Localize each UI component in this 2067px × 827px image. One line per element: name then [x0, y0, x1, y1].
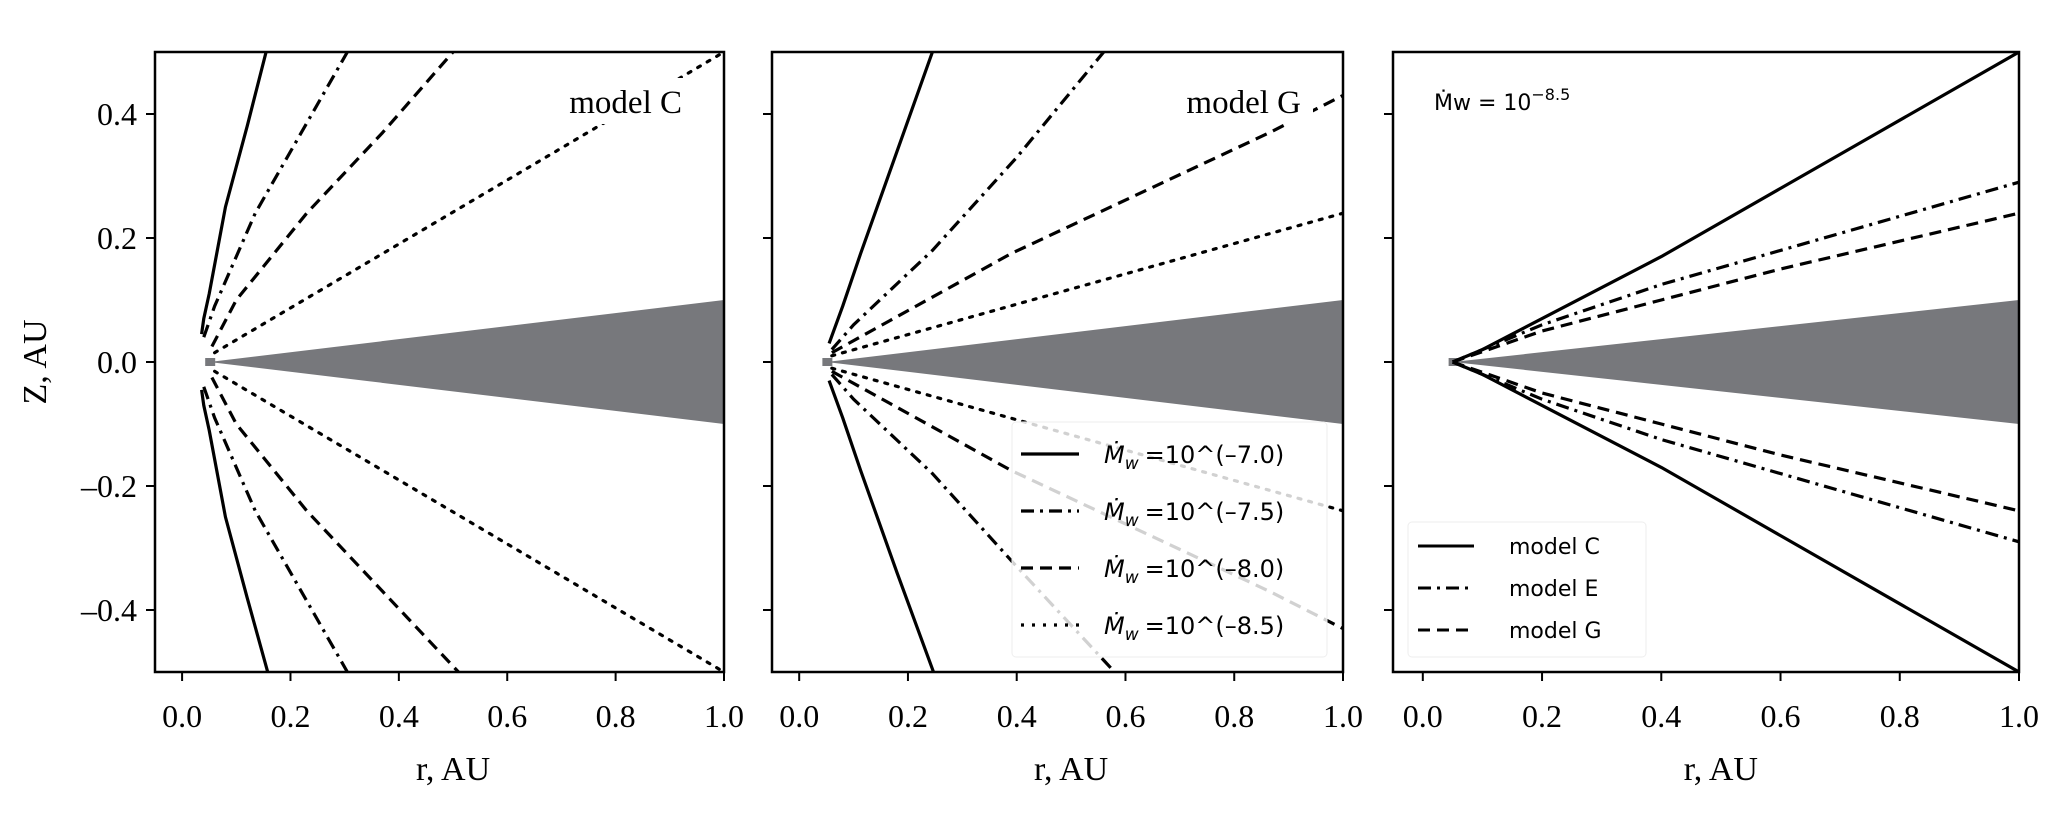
- disk-inner-edge: [205, 358, 216, 366]
- legend-label: =10^(–8.0): [1145, 555, 1285, 583]
- x-tick-label: 1.0: [1323, 698, 1363, 734]
- x-tick-label: 0.6: [487, 698, 527, 734]
- annotation-base: Ṁw = 10: [1434, 90, 1531, 116]
- legend-label: model G: [1509, 619, 1602, 644]
- legend-label: =10^(–7.0): [1145, 441, 1285, 469]
- series-3-upper-line: [831, 93, 1343, 355]
- legend-subscript: w: [1125, 454, 1139, 474]
- panel-label-background: [534, 78, 694, 124]
- panel-label: model C: [569, 85, 682, 121]
- series-3-lower-line: [210, 376, 460, 672]
- x-tick-label: 0.8: [1214, 698, 1254, 734]
- series-3-upper-line: [210, 52, 455, 348]
- x-tick-label: 0.0: [779, 698, 819, 734]
- x-axis-title: r, AU: [1034, 751, 1108, 788]
- mass-loss-annotation: Ṁw = 10−8.5: [1434, 85, 1570, 116]
- y-tick-label: 0.4: [97, 96, 137, 132]
- legend-mdot: Ṁ: [1104, 554, 1125, 583]
- legend-box: [1011, 421, 1328, 658]
- series-2-lower-line: [1452, 360, 2019, 544]
- legend-label: model E: [1509, 577, 1598, 602]
- legend-entry: Ṁw =10^(–8.5): [1104, 611, 1284, 645]
- x-tick-label: 0.6: [1761, 698, 1801, 734]
- series-3-lower-line: [1452, 360, 2019, 513]
- legend-subscript: w: [1125, 511, 1139, 531]
- panel-1: 0.0 0.2 0.4 0.6 0.8 1.0 r, AU 0.4 0.2 0.0 –0.2 –0.4…: [17, 50, 744, 788]
- legend-box: [1407, 521, 1647, 658]
- x-tick-label: 0.8: [596, 698, 636, 734]
- legend-subscript: w: [1125, 625, 1139, 645]
- legend-label: model C: [1509, 535, 1600, 560]
- legend-label: =10^(–8.5): [1145, 612, 1285, 640]
- panel-label: model G: [1186, 85, 1301, 121]
- y-tick-label: 0.2: [97, 220, 137, 256]
- legend: model C model E model G: [1407, 521, 1647, 658]
- legend-entry: Ṁw =10^(–7.5): [1104, 497, 1284, 531]
- x-axis-title: r, AU: [416, 751, 490, 788]
- series-2-upper-line: [202, 52, 349, 338]
- x-tick-label: 0.0: [162, 698, 202, 734]
- legend-mdot: Ṁ: [1104, 497, 1125, 526]
- x-tick-label: 0.8: [1880, 698, 1920, 734]
- legend-mdot: Ṁ: [1104, 440, 1125, 469]
- x-tick-label: 0.2: [1522, 698, 1562, 734]
- x-tick-label: 0.2: [270, 698, 310, 734]
- series-4-lower-line: [213, 369, 724, 672]
- x-tick-label: 0.4: [379, 698, 419, 734]
- legend-subscript: w: [1125, 568, 1139, 588]
- x-tick-label: 1.0: [1999, 698, 2039, 734]
- annotation-exponent: −8.5: [1531, 85, 1570, 104]
- series-4-upper-line: [830, 211, 1343, 358]
- series-2-upper-line: [1452, 180, 2019, 364]
- x-tick-label: 0.4: [1641, 698, 1681, 734]
- x-tick-label: 0.4: [997, 698, 1037, 734]
- disk-wedge: [826, 300, 1343, 424]
- x-axis-title: r, AU: [1684, 751, 1758, 788]
- series-1-lower-line: [200, 389, 270, 672]
- legend-entry: Ṁw =10^(–7.0): [1104, 440, 1284, 474]
- legend-mdot: Ṁ: [1104, 611, 1125, 640]
- series-2-lower-line: [202, 386, 349, 672]
- legend: Ṁw =10^(–7.0) Ṁw =10^(–7.5) Ṁw =10^(–8.0) Ṁw =1…: [1011, 421, 1328, 658]
- y-tick-label: –0.2: [80, 468, 137, 504]
- y-tick-label: 0.0: [97, 344, 137, 380]
- series-3-upper-line: [1452, 211, 2019, 364]
- legend-entry: Ṁw =10^(–8.0): [1104, 554, 1284, 588]
- series-1-upper-line: [200, 52, 268, 335]
- y-tick-label: –0.4: [80, 592, 137, 628]
- disk-wedge: [1452, 300, 2019, 424]
- plot-area: [1448, 52, 2019, 672]
- panel-2: 0.0 0.2 0.4 0.6 0.8 1.0 r, AU model G Ṁw =10^(–7.…: [763, 50, 1363, 788]
- disk-wedge: [209, 300, 724, 424]
- disk-inner-edge: [822, 358, 833, 366]
- series-1-upper-line: [827, 52, 934, 344]
- panel-3: 0.0 0.2 0.4 0.6 0.8 1.0 r, AU Ṁw = 10−8.5 model …: [1384, 50, 2039, 788]
- x-tick-label: 0.6: [1105, 698, 1145, 734]
- panel-label-background: [1153, 78, 1313, 124]
- x-tick-label: 1.0: [704, 698, 744, 734]
- x-tick-label: 0.0: [1403, 698, 1443, 734]
- legend-label: =10^(–7.5): [1145, 498, 1285, 526]
- x-tick-label: 0.2: [888, 698, 928, 734]
- plot-area: [200, 52, 724, 672]
- series-1-lower-line: [827, 380, 936, 672]
- y-axis-title: Z, AU: [17, 320, 54, 405]
- series-2-upper-line: [830, 52, 1105, 351]
